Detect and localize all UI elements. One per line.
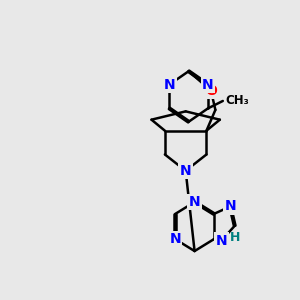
Text: N: N [189,195,200,209]
Text: CH₃: CH₃ [225,94,249,107]
Text: N: N [180,164,191,178]
Text: O: O [205,84,217,98]
Text: N: N [164,78,175,92]
Text: N: N [202,78,214,92]
Text: H: H [230,231,240,244]
Text: N: N [169,232,181,246]
Text: N: N [215,234,227,248]
Text: N: N [224,200,236,214]
